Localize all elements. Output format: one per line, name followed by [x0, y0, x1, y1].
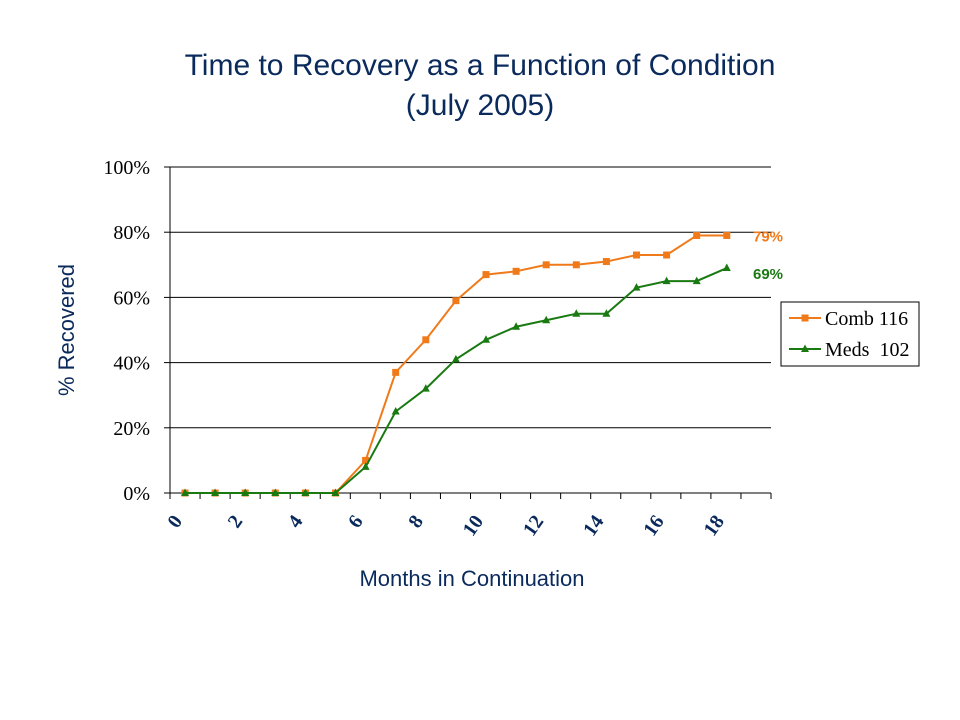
end-value-label: 69%: [753, 266, 783, 283]
data-point: [482, 271, 490, 279]
legend-label: Meds 102: [825, 339, 909, 361]
data-point: [331, 488, 340, 496]
x-tick-labels: 0 2 4 6 8 10 12 14 16 18: [163, 511, 729, 540]
chart-title-line1: Time to Recovery as a Function of Condit…: [184, 49, 776, 82]
x-tick-label: 8: [404, 511, 428, 532]
y-tick-label: 80%: [113, 222, 150, 244]
y-tick-label: 20%: [113, 418, 150, 440]
data-point: [602, 309, 611, 317]
legend-box: [780, 301, 920, 367]
x-tick-label: 6: [344, 511, 368, 532]
end-value-label: 79%: [753, 228, 783, 245]
data-point: [692, 276, 701, 285]
data-point: [362, 456, 370, 464]
data-point: [392, 368, 400, 376]
x-tick-label: 0: [163, 511, 187, 532]
data-point: [542, 315, 551, 324]
series-1: [181, 263, 731, 496]
data-point: [271, 488, 280, 496]
x-tick-label: 10: [459, 511, 488, 540]
data-point: [211, 488, 220, 496]
data-point: [602, 258, 610, 266]
data-point: [391, 407, 400, 415]
data-point: [512, 322, 521, 330]
x-tick-label: 14: [579, 511, 608, 540]
x-tick-label: 4: [284, 511, 308, 532]
series-line: [185, 234, 727, 494]
y-axis-title: % Recovered: [54, 264, 79, 396]
x-axis-title: Months in Continuation: [359, 566, 584, 591]
data-point: [451, 354, 460, 363]
data-point: [722, 263, 731, 272]
x-tick-label: 18: [699, 511, 728, 540]
legend-label: Comb 116: [825, 308, 908, 330]
x-tick-label: 2: [224, 511, 248, 532]
y-tick-label: 0%: [123, 483, 150, 505]
data-point: [452, 297, 460, 305]
data-point: [512, 267, 520, 275]
x-tick-label: 12: [519, 511, 548, 540]
chart-title-line2: (July 2005): [405, 89, 555, 122]
data-point: [693, 231, 701, 239]
y-tick-label: 40%: [113, 353, 150, 375]
data-point: [422, 336, 430, 344]
y-tick-label: 60%: [113, 287, 150, 309]
data-point: [633, 251, 640, 259]
gridlines: [170, 166, 771, 429]
series-layer: [181, 231, 731, 497]
data-point: [663, 251, 671, 259]
data-point: [361, 462, 370, 470]
data-point: [723, 231, 731, 239]
data-point: [421, 384, 430, 392]
data-point: [301, 488, 310, 496]
data-point: [542, 261, 550, 269]
data-point: [572, 261, 580, 269]
y-tick-label: 100%: [103, 157, 150, 179]
series-0: [181, 231, 731, 497]
data-point: [482, 335, 490, 343]
data-point: [662, 276, 671, 285]
legend: Comb 116 Meds 102: [780, 301, 920, 367]
y-tick-labels: 0% 20% 40% 60% 80% 100%: [103, 157, 150, 505]
legend-marker: [801, 314, 809, 322]
chart-title: Time to Recovery as a Function of Condit…: [0, 46, 960, 126]
axes: [164, 166, 772, 499]
data-point: [632, 283, 641, 291]
legend-marker: [801, 344, 809, 352]
x-tick-label: 16: [639, 511, 668, 540]
data-point: [572, 309, 581, 317]
end-labels: 79% 69%: [753, 228, 783, 283]
data-point: [241, 488, 250, 496]
data-point: [181, 488, 189, 496]
